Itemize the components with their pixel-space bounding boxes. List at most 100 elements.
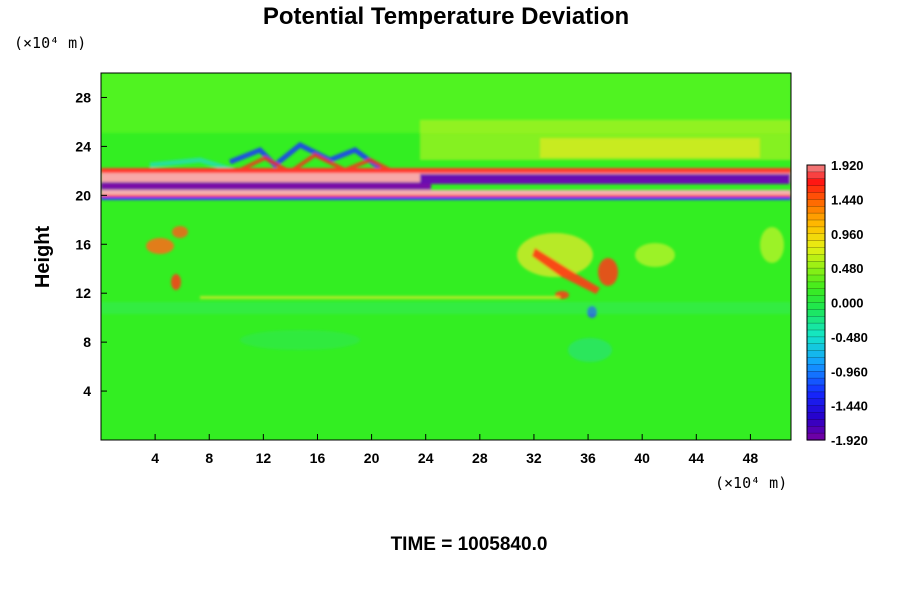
field-blob-right-2 [760,227,784,263]
field-jet-dark-right [420,174,790,184]
colorbar-swatch [807,419,825,427]
colorbar-swatch [807,199,825,207]
field-blob-left [146,238,174,254]
field-low-band-cyan [101,302,791,314]
field-blob-left-2 [172,226,188,238]
colorbar-swatch [807,391,825,400]
y-axis-unit: (×10⁴ m) [14,34,86,52]
colorbar-swatch [807,226,825,235]
colorbar-swatch [807,295,825,304]
colorbar-swatch [807,275,825,283]
field-blob-right [635,243,675,267]
colorbar-tick-label: -0.480 [831,330,868,345]
field-upper-band-3 [540,138,760,158]
x-tick-label-24: 24 [418,450,434,466]
x-tick-label-4: 4 [151,450,159,466]
y-tick-label-12: 12 [75,285,91,301]
x-axis-ticks: 4 8 12 16 20 24 28 32 36 40 44 48 [151,434,758,466]
colorbar-swatch [807,398,825,407]
colorbar-swatch [807,323,825,331]
colorbar [806,164,826,441]
x-tick-label-44: 44 [689,450,705,466]
colorbar-swatch [807,330,825,338]
colorbar-swatch [807,385,825,393]
y-tick-label-16: 16 [75,236,91,252]
colorbar-swatch [807,350,825,359]
colorbar-swatch [807,240,825,249]
colorbar-swatch [807,206,825,214]
colorbar-swatch [807,364,825,372]
colorbar-tick-label: -0.960 [831,364,868,379]
field-wave-red [239,152,401,177]
colorbar-swatch [807,336,825,345]
colorbar-swatch [807,433,825,441]
field-jet-red-bottom [101,195,791,198]
colorbar-swatch [807,261,825,269]
heatmap-field [101,73,791,440]
colorbar-swatch [807,302,825,310]
x-tick-label-40: 40 [634,450,650,466]
colorbar-swatch [807,268,825,276]
colorbar-swatch [807,178,825,187]
x-tick-label-20: 20 [364,450,380,466]
colorbar-swatch [807,405,825,414]
colorbar-swatch [807,316,825,324]
field-jet-dark-left [101,182,431,192]
field-jet-red-top [101,168,791,174]
colorbar-swatch [807,213,825,221]
x-tick-label-16: 16 [310,450,326,466]
colorbar-swatch [807,233,825,242]
colorbar-swatch [807,220,825,228]
field-cyan-patch-2 [240,330,360,350]
colorbar-swatch [807,309,825,317]
colorbar-tick-label: 0.480 [831,261,864,276]
colorbar-swatch [807,281,825,290]
y-axis-ticks: 4 8 12 16 20 24 28 [75,89,107,399]
colorbar-swatch [807,247,825,255]
plot-frame [100,72,792,441]
x-tick-label-48: 48 [743,450,759,466]
field-blob-left-3 [171,274,181,290]
field-jet-pink-2 [101,190,791,196]
y-tick-label-8: 8 [83,334,91,350]
colorbar-ticks: 1.920 1.440 0.960 0.480 0.000 -0.480 -0.960 -1.… [831,158,868,448]
colorbar-swatch [807,185,825,194]
field-blob-center-red-2 [598,258,618,286]
field-jet-blue-bottom [101,197,791,200]
colorbar-swatch [807,426,825,434]
x-tick-label-36: 36 [580,450,596,466]
colorbar-tick-label: 1.440 [831,192,864,207]
colorbar-swatch [807,357,825,365]
colorbar-swatch [807,288,825,297]
colorbar-tick-label: 1.920 [831,158,864,173]
colorbar-frame [806,164,826,441]
chart-title: Potential Temperature Deviation [263,3,629,30]
y-tick-label-28: 28 [75,89,91,105]
colorbar-swatch [807,192,825,200]
colorbar-tick-label: 0.960 [831,227,864,242]
colorbar-swatch [807,171,825,180]
field-cyan-patch [568,338,612,362]
y-tick-label-4: 4 [83,383,91,399]
x-tick-label-32: 32 [526,450,542,466]
colorbar-swatch [807,378,825,386]
x-axis-unit: (×10⁴ m) [715,474,787,492]
colorbar-swatch [807,165,825,173]
y-axis-label: Height [32,226,54,289]
field-blob-center-red [532,248,600,294]
field-blob-center-yellow [517,233,593,277]
field-wave-blue [229,142,382,171]
field-low-band [200,296,560,299]
colorbar-swatch [807,254,825,262]
x-tick-label-8: 8 [205,450,213,466]
colorbar-swatch [807,371,825,379]
colorbar-swatch [807,343,825,352]
time-label: TIME = 1005840.0 [391,534,548,555]
y-tick-label-20: 20 [75,187,91,203]
colorbar-tick-label: -1.440 [831,399,868,414]
colorbar-tick-label: 0.000 [831,296,864,311]
colorbar-tick-label: -1.920 [831,433,868,448]
y-tick-label-24: 24 [75,138,91,154]
x-tick-label-28: 28 [472,450,488,466]
